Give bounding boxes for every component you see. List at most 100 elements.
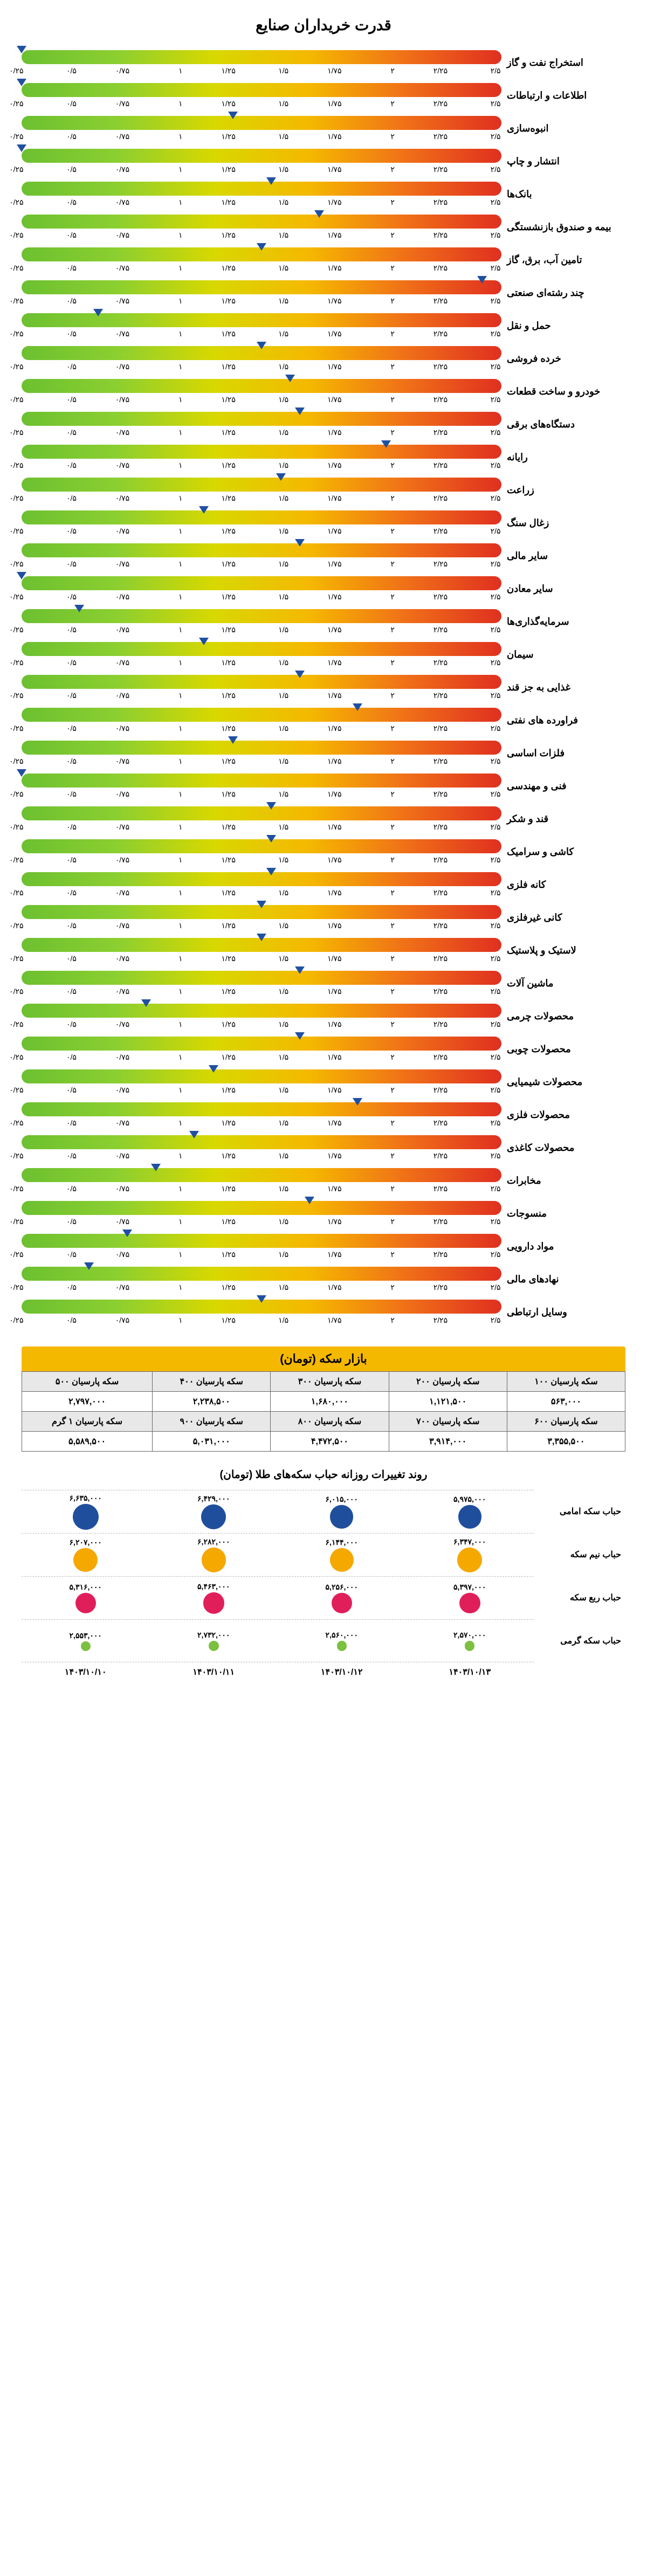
gauge-bar <box>22 872 501 886</box>
gauge-pointer <box>17 769 26 777</box>
page-title: قدرت خریداران صنایع <box>22 16 625 34</box>
gauge-pointer <box>17 79 26 86</box>
gauge-bar <box>22 905 501 919</box>
gauge-label: اطلاعات و ارتباطات <box>501 90 625 101</box>
gauge-label: سرمایه‌گذاری‌ها <box>501 616 625 627</box>
gauge-row: رایانه۰/۲۵۰/۵۰/۷۵۱۱/۲۵۱/۵۱/۷۵۲۲/۲۵۲/۵ <box>22 445 625 470</box>
gauge-pointer <box>295 1032 305 1040</box>
bubble-cell: ۲,۵۷۰,۰۰۰ <box>406 1631 534 1650</box>
coin-col-header: سکه پارسیان ۳۰۰ <box>271 1372 389 1392</box>
bubble-value-label: ۲,۵۷۰,۰۰۰ <box>453 1631 486 1640</box>
gauge-row: قند و شکر۰/۲۵۰/۵۰/۷۵۱۱/۲۵۱/۵۱/۷۵۲۲/۲۵۲/۵ <box>22 806 625 832</box>
gauge-bar-wrap: ۰/۲۵۰/۵۰/۷۵۱۱/۲۵۱/۵۱/۷۵۲۲/۲۵۲/۵ <box>22 412 501 437</box>
bubble-dot <box>458 1505 481 1528</box>
gauge-pointer <box>17 572 26 579</box>
bubble-value-label: ۵,۴۶۳,۰۰۰ <box>197 1582 230 1591</box>
bubble-dot <box>73 1548 98 1572</box>
gauge-row: محصولات چرمی۰/۲۵۰/۵۰/۷۵۱۱/۲۵۱/۵۱/۷۵۲۲/۲۵… <box>22 1004 625 1029</box>
gauge-bar-wrap: ۰/۲۵۰/۵۰/۷۵۱۱/۲۵۱/۵۱/۷۵۲۲/۲۵۲/۵ <box>22 182 501 207</box>
gauge-row: استخراج نفت و گاز۰/۲۵۰/۵۰/۷۵۱۱/۲۵۱/۵۱/۷۵… <box>22 50 625 75</box>
gauge-ticks: ۰/۲۵۰/۵۰/۷۵۱۱/۲۵۱/۵۱/۷۵۲۲/۲۵۲/۵ <box>22 855 501 865</box>
gauge-bar-wrap: ۰/۲۵۰/۵۰/۷۵۱۱/۲۵۱/۵۱/۷۵۲۲/۲۵۲/۵ <box>22 576 501 602</box>
gauge-row: اطلاعات و ارتباطات۰/۲۵۰/۵۰/۷۵۱۱/۲۵۱/۵۱/۷… <box>22 83 625 108</box>
bubble-row-labels: حباب سکه امامیحباب نیم سکهحباب ربع سکهحب… <box>534 1490 625 1662</box>
gauge-bar <box>22 675 501 689</box>
gauge-label: زراعت <box>501 485 625 496</box>
gauge-ticks: ۰/۲۵۰/۵۰/۷۵۱۱/۲۵۱/۵۱/۷۵۲۲/۲۵۲/۵ <box>22 99 501 108</box>
gauge-label: کاشی و سرامیک <box>501 846 625 858</box>
gauge-row: فلزات اساسی۰/۲۵۰/۵۰/۷۵۱۱/۲۵۱/۵۱/۷۵۲۲/۲۵۲… <box>22 741 625 766</box>
coin-col-header: سکه پارسیان ۲۰۰ <box>389 1372 507 1392</box>
gauge-bar <box>22 543 501 557</box>
gauge-bar <box>22 379 501 393</box>
gauge-ticks: ۰/۲۵۰/۵۰/۷۵۱۱/۲۵۱/۵۱/۷۵۲۲/۲۵۲/۵ <box>22 1086 501 1095</box>
gauge-label: مواد دارویی <box>501 1241 625 1252</box>
coin-col-header: سکه پارسیان ۴۰۰ <box>153 1372 271 1392</box>
gauge-bar <box>22 412 501 426</box>
bubble-value-label: ۶,۴۲۹,۰۰۰ <box>197 1494 230 1503</box>
bubble-date-label: ۱۴۰۳/۱۰/۱۲ <box>278 1667 406 1677</box>
gauge-bar-wrap: ۰/۲۵۰/۵۰/۷۵۱۱/۲۵۱/۵۱/۷۵۲۲/۲۵۲/۵ <box>22 1037 501 1062</box>
bubble-value-label: ۲,۷۳۲,۰۰۰ <box>197 1631 230 1640</box>
bubble-row-label: حباب سکه گرمی <box>534 1619 621 1662</box>
gauge-pointer <box>477 276 487 284</box>
gauge-ticks: ۰/۲۵۰/۵۰/۷۵۱۱/۲۵۱/۵۱/۷۵۲۲/۲۵۲/۵ <box>22 231 501 240</box>
bubble-date-label: ۱۴۰۳/۱۰/۱۱ <box>150 1667 278 1677</box>
gauge-bar-wrap: ۰/۲۵۰/۵۰/۷۵۱۱/۲۵۱/۵۱/۷۵۲۲/۲۵۲/۵ <box>22 1135 501 1161</box>
gauge-bar-wrap: ۰/۲۵۰/۵۰/۷۵۱۱/۲۵۱/۵۱/۷۵۲۲/۲۵۲/۵ <box>22 708 501 733</box>
gauge-bar-wrap: ۰/۲۵۰/۵۰/۷۵۱۱/۲۵۱/۵۱/۷۵۲۲/۲۵۲/۵ <box>22 872 501 897</box>
gauge-label: سیمان <box>501 649 625 660</box>
gauge-label: سایر مالی <box>501 550 625 562</box>
gauge-bar <box>22 313 501 327</box>
gauge-bar <box>22 971 501 985</box>
coin-cell: ۵,۵۸۹,۵۰۰ <box>22 1432 153 1452</box>
gauge-bar-wrap: ۰/۲۵۰/۵۰/۷۵۱۱/۲۵۱/۵۱/۷۵۲۲/۲۵۲/۵ <box>22 642 501 667</box>
gauge-bar-wrap: ۰/۲۵۰/۵۰/۷۵۱۱/۲۵۱/۵۱/۷۵۲۲/۲۵۲/۵ <box>22 675 501 700</box>
gauge-pointer <box>189 1131 199 1138</box>
bubble-row-label: حباب سکه امامی <box>534 1490 621 1533</box>
gauge-bar-wrap: ۰/۲۵۰/۵۰/۷۵۱۱/۲۵۱/۵۱/۷۵۲۲/۲۵۲/۵ <box>22 478 501 503</box>
gauge-label: نهادهای مالی <box>501 1274 625 1285</box>
bubble-section: روند تغییرات روزانه حباب سکه‌های طلا (تو… <box>22 1468 625 1677</box>
gauge-bar <box>22 1234 501 1248</box>
gauge-ticks: ۰/۲۵۰/۵۰/۷۵۱۱/۲۵۱/۵۱/۷۵۲۲/۲۵۲/۵ <box>22 165 501 174</box>
gauge-bar <box>22 83 501 97</box>
gauge-bar <box>22 839 501 853</box>
gauge-pointer <box>209 1065 218 1073</box>
coin-market-title: بازار سکه (تومان) <box>22 1346 625 1371</box>
gauge-bar-wrap: ۰/۲۵۰/۵۰/۷۵۱۱/۲۵۱/۵۱/۷۵۲۲/۲۵۲/۵ <box>22 313 501 339</box>
gauge-list: استخراج نفت و گاز۰/۲۵۰/۵۰/۷۵۱۱/۲۵۱/۵۱/۷۵… <box>22 50 625 1325</box>
gauge-pointer <box>266 177 276 185</box>
coin-cell: ۲,۲۳۸,۵۰۰ <box>153 1392 271 1412</box>
gauge-row: وسایل ارتباطی۰/۲۵۰/۵۰/۷۵۱۱/۲۵۱/۵۱/۷۵۲۲/۲… <box>22 1300 625 1325</box>
gauge-row: غذایی به جز قند۰/۲۵۰/۵۰/۷۵۱۱/۲۵۱/۵۱/۷۵۲۲… <box>22 675 625 700</box>
gauge-pointer <box>295 671 305 678</box>
gauge-row: انتشار و چاپ۰/۲۵۰/۵۰/۷۵۱۱/۲۵۱/۵۱/۷۵۲۲/۲۵… <box>22 149 625 174</box>
bubble-dot <box>465 1641 474 1650</box>
gauge-row: بیمه و صندوق بازنشستگی۰/۲۵۰/۵۰/۷۵۱۱/۲۵۱/… <box>22 215 625 240</box>
gauge-pointer <box>257 1295 266 1303</box>
gauge-pointer <box>257 934 266 941</box>
gauge-row: خودرو و ساخت قطعات۰/۲۵۰/۵۰/۷۵۱۱/۲۵۱/۵۱/۷… <box>22 379 625 404</box>
gauge-ticks: ۰/۲۵۰/۵۰/۷۵۱۱/۲۵۱/۵۱/۷۵۲۲/۲۵۲/۵ <box>22 1316 501 1325</box>
coin-col-header: سکه پارسیان ۶۰۰ <box>507 1412 625 1432</box>
gauge-bar <box>22 741 501 755</box>
gauge-pointer <box>353 703 362 711</box>
bubble-dot <box>73 1504 99 1530</box>
gauge-label: سایر معادن <box>501 583 625 595</box>
gauge-row: لاستیک و پلاستیک۰/۲۵۰/۵۰/۷۵۱۱/۲۵۱/۵۱/۷۵۲… <box>22 938 625 963</box>
gauge-row: محصولات کاغذی۰/۲۵۰/۵۰/۷۵۱۱/۲۵۱/۵۱/۷۵۲۲/۲… <box>22 1135 625 1161</box>
gauge-bar-wrap: ۰/۲۵۰/۵۰/۷۵۱۱/۲۵۱/۵۱/۷۵۲۲/۲۵۲/۵ <box>22 905 501 930</box>
gauge-ticks: ۰/۲۵۰/۵۰/۷۵۱۱/۲۵۱/۵۱/۷۵۲۲/۲۵۲/۵ <box>22 494 501 503</box>
gauge-bar-wrap: ۰/۲۵۰/۵۰/۷۵۱۱/۲۵۱/۵۱/۷۵۲۲/۲۵۲/۵ <box>22 741 501 766</box>
gauge-ticks: ۰/۲۵۰/۵۰/۷۵۱۱/۲۵۱/۵۱/۷۵۲۲/۲۵۲/۵ <box>22 1217 501 1226</box>
gauge-row: دستگاه‌های برقی۰/۲۵۰/۵۰/۷۵۱۱/۲۵۱/۵۱/۷۵۲۲… <box>22 412 625 437</box>
gauge-ticks: ۰/۲۵۰/۵۰/۷۵۱۱/۲۵۱/۵۱/۷۵۲۲/۲۵۲/۵ <box>22 395 501 404</box>
bubble-row-label: حباب نیم سکه <box>534 1533 621 1576</box>
gauge-pointer <box>266 802 276 810</box>
gauge-ticks: ۰/۲۵۰/۵۰/۷۵۱۱/۲۵۱/۵۱/۷۵۲۲/۲۵۲/۵ <box>22 198 501 207</box>
gauge-bar <box>22 478 501 492</box>
gauge-bar-wrap: ۰/۲۵۰/۵۰/۷۵۱۱/۲۵۱/۵۱/۷۵۲۲/۲۵۲/۵ <box>22 806 501 832</box>
gauge-row: بانک‌ها۰/۲۵۰/۵۰/۷۵۱۱/۲۵۱/۵۱/۷۵۲۲/۲۵۲/۵ <box>22 182 625 207</box>
bubble-cell: ۶,۶۳۵,۰۰۰ <box>22 1494 150 1530</box>
